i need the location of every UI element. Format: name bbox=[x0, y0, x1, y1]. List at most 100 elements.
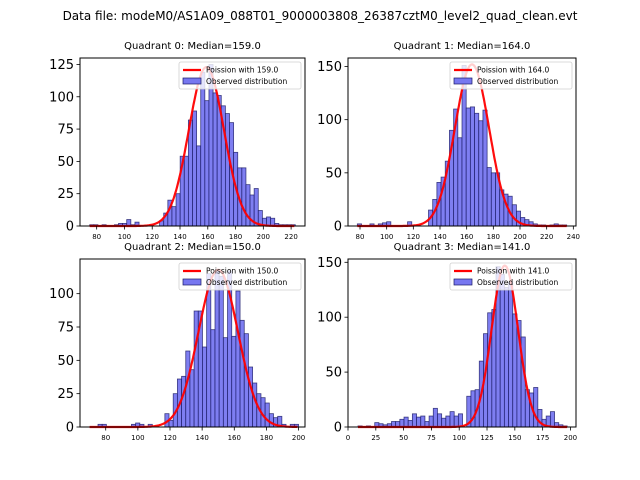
histogram-bar bbox=[202, 346, 208, 428]
ytick-label: 125 bbox=[49, 58, 74, 73]
subplot-q1: Quadrant 1: Median=164.0 0 50 100 150 80 100 12… bbox=[317, 41, 580, 241]
xtick-label: 140 bbox=[195, 434, 208, 442]
legend-label-observed: Observed distribution bbox=[477, 77, 558, 86]
xtick-label: 240 bbox=[567, 233, 580, 241]
xtick-label: 100 bbox=[131, 434, 144, 442]
xtick-label: 80 bbox=[356, 233, 365, 241]
ytick-label: 0 bbox=[334, 220, 342, 235]
histogram-bar bbox=[200, 71, 206, 227]
histogram-bar bbox=[183, 155, 189, 227]
xtick-label: 0 bbox=[346, 434, 350, 442]
legend-label-poisson: Poission with 150.0 bbox=[206, 267, 279, 276]
histogram-bar bbox=[248, 366, 254, 428]
xtick-label: 120 bbox=[407, 233, 420, 241]
histogram-bar bbox=[222, 337, 228, 428]
xtick-label: 200 bbox=[257, 233, 270, 241]
histogram-bar bbox=[474, 112, 480, 227]
histogram-bar bbox=[549, 411, 555, 428]
histogram-bar bbox=[441, 417, 447, 428]
xtick-label: 100 bbox=[118, 233, 131, 241]
xtick-label: 220 bbox=[540, 233, 553, 241]
legend-bar-swatch bbox=[182, 278, 202, 286]
xtick-label: 75 bbox=[427, 434, 436, 442]
xtick-label: 100 bbox=[453, 434, 466, 442]
xtick-label: 150 bbox=[508, 434, 521, 442]
subplot-q3: Quadrant 3: Median=141.0 0 50 100 150 0 25 50 75… bbox=[317, 242, 577, 442]
histogram-bar bbox=[416, 416, 422, 428]
subplot-q2: Quadrant 2: Median=150.0 0 25 50 75 100 80 100 1… bbox=[49, 242, 306, 442]
subplot-title: Quadrant 3: Median=141.0 bbox=[394, 242, 531, 253]
legend-label-observed: Observed distribution bbox=[206, 77, 287, 86]
legend: Poission with 141.0 Observed distribution bbox=[449, 262, 573, 291]
histogram-bar bbox=[187, 119, 193, 227]
legend-label-poisson: Poission with 141.0 bbox=[477, 267, 550, 276]
legend-bar-swatch bbox=[182, 77, 202, 85]
xtick-label: 160 bbox=[228, 434, 241, 442]
legend-box bbox=[178, 61, 302, 90]
histogram-bar bbox=[512, 313, 518, 428]
histogram-bar bbox=[420, 415, 426, 428]
ytick-label: 150 bbox=[317, 60, 342, 75]
histogram-bar bbox=[212, 92, 218, 227]
histogram-bar bbox=[508, 281, 514, 428]
xtick-label: 200 bbox=[513, 233, 526, 241]
xtick-label: 200 bbox=[292, 434, 305, 442]
histogram-bar bbox=[469, 106, 475, 227]
legend-bar-swatch bbox=[453, 278, 473, 286]
histogram-bar bbox=[253, 188, 259, 227]
ytick-label: 75 bbox=[57, 321, 74, 336]
xtick-label: 180 bbox=[229, 233, 242, 241]
ytick-label: 100 bbox=[49, 287, 74, 302]
histogram-bar bbox=[403, 416, 409, 428]
histogram-bar bbox=[210, 329, 216, 428]
legend-bar-swatch bbox=[453, 77, 473, 85]
xtick-label: 160 bbox=[460, 233, 473, 241]
legend: Poission with 150.0 Observed distribution bbox=[178, 262, 302, 291]
histogram-bar bbox=[245, 184, 251, 227]
xtick-label: 180 bbox=[260, 434, 273, 442]
histogram-bar bbox=[241, 167, 247, 227]
histogram-bar bbox=[268, 413, 274, 428]
ytick-label: 100 bbox=[49, 90, 74, 105]
histogram-bar bbox=[490, 172, 496, 227]
histogram-bar bbox=[457, 413, 463, 428]
histogram-bar bbox=[189, 369, 195, 428]
histogram-bar bbox=[204, 100, 210, 227]
histogram-bar bbox=[486, 167, 492, 227]
axes-frame bbox=[79, 57, 306, 227]
ytick-label: 75 bbox=[57, 123, 74, 138]
ytick-label: 50 bbox=[325, 366, 342, 381]
figure-suptitle: Data file: modeM0/AS1A09_088T01_90000038… bbox=[63, 9, 578, 23]
ytick-label: 25 bbox=[57, 187, 74, 202]
histogram-bar bbox=[218, 275, 224, 428]
ytick-label: 100 bbox=[317, 113, 342, 128]
subplots: Quadrant 0: Median=159.0 0 25 50 75 100 125 80 1… bbox=[49, 41, 580, 442]
ytick-label: 150 bbox=[317, 256, 342, 271]
histogram-bar bbox=[181, 375, 187, 428]
ytick-label: 50 bbox=[325, 166, 342, 181]
histogram-bar bbox=[533, 387, 539, 428]
histogram-bar bbox=[399, 418, 405, 428]
subplot-q0: Quadrant 0: Median=159.0 0 25 50 75 100 125 80 1… bbox=[49, 41, 306, 241]
legend-label-observed: Observed distribution bbox=[477, 278, 558, 287]
histogram-bars bbox=[357, 266, 568, 428]
histogram-bar bbox=[499, 273, 505, 428]
histogram-bar bbox=[206, 273, 212, 428]
legend-label-poisson: Poission with 159.0 bbox=[206, 66, 279, 75]
histogram-bar bbox=[453, 415, 459, 428]
xtick-label: 100 bbox=[380, 233, 393, 241]
legend-box bbox=[449, 262, 573, 291]
histogram-bar bbox=[457, 137, 463, 227]
histogram-bar bbox=[214, 270, 220, 428]
legend: Poission with 159.0 Observed distribution bbox=[178, 61, 302, 90]
ytick-label: 25 bbox=[57, 387, 74, 402]
axes-frame bbox=[79, 258, 306, 428]
xtick-label: 80 bbox=[92, 233, 101, 241]
xtick-label: 125 bbox=[480, 434, 493, 442]
xtick-label: 175 bbox=[536, 434, 549, 442]
histogram-bar bbox=[192, 110, 198, 227]
subplot-title: Quadrant 0: Median=159.0 bbox=[124, 41, 261, 52]
histogram-bar bbox=[175, 193, 181, 227]
histogram-bar bbox=[428, 415, 434, 428]
